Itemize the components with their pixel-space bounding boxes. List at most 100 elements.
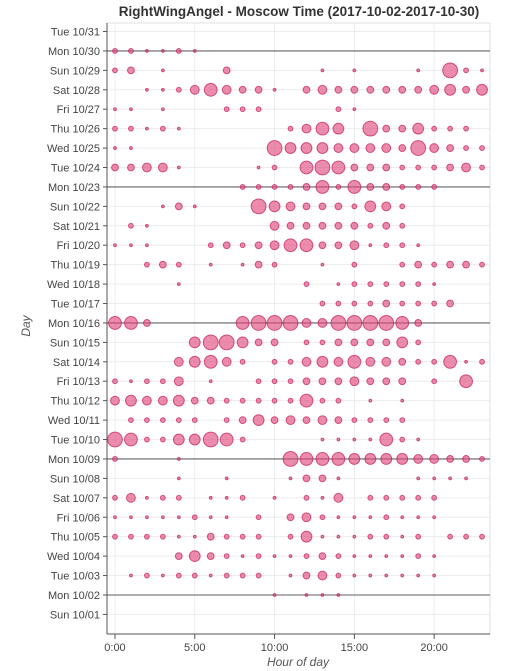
- data-point: [239, 358, 246, 365]
- data-point: [415, 533, 422, 540]
- data-point: [352, 437, 357, 442]
- data-point: [400, 534, 405, 539]
- data-point: [192, 204, 197, 209]
- data-point: [350, 221, 359, 230]
- data-point: [144, 126, 149, 131]
- data-point: [432, 554, 437, 559]
- data-point: [479, 456, 485, 462]
- data-point: [335, 106, 342, 113]
- data-point: [447, 125, 454, 132]
- data-point: [160, 573, 165, 578]
- data-point: [415, 164, 422, 171]
- data-point: [223, 533, 230, 540]
- data-point: [286, 221, 295, 230]
- data-point: [319, 397, 326, 404]
- data-point: [302, 221, 311, 230]
- data-point: [285, 201, 296, 212]
- data-point: [429, 84, 440, 95]
- data-point: [287, 358, 294, 365]
- data-point: [399, 164, 406, 171]
- data-point: [395, 316, 410, 330]
- y-tick-label: Sun 10/15: [50, 337, 100, 349]
- x-tick-label: 0:00: [104, 642, 125, 654]
- data-point: [366, 183, 375, 191]
- data-point: [302, 474, 311, 483]
- data-point: [416, 243, 421, 248]
- data-point: [334, 85, 343, 94]
- data-point: [368, 515, 373, 520]
- data-point: [350, 85, 359, 94]
- data-point: [208, 495, 213, 500]
- data-point: [352, 554, 357, 559]
- y-tick-label: Wed 10/04: [47, 551, 100, 563]
- data-point: [416, 573, 421, 578]
- data-point: [320, 593, 325, 597]
- data-point: [127, 66, 135, 75]
- data-point: [239, 494, 246, 501]
- data-point: [301, 123, 312, 134]
- data-point: [303, 281, 310, 287]
- data-point: [443, 354, 458, 369]
- data-point: [285, 415, 296, 426]
- y-tick-label: Tue 10/17: [51, 299, 100, 311]
- data-point: [188, 433, 201, 446]
- data-point: [129, 573, 133, 578]
- y-tick-label: Mon 10/09: [48, 454, 100, 466]
- data-point: [221, 356, 232, 367]
- data-point: [288, 476, 293, 481]
- data-point: [367, 494, 374, 501]
- data-point: [254, 260, 263, 269]
- data-point: [351, 281, 358, 287]
- data-point: [476, 83, 488, 96]
- data-point: [368, 554, 373, 559]
- data-point: [383, 242, 390, 249]
- data-point: [315, 121, 330, 136]
- data-point: [351, 203, 358, 210]
- data-point: [255, 106, 262, 113]
- data-point: [367, 300, 374, 307]
- data-point: [429, 143, 440, 153]
- data-point: [255, 514, 262, 521]
- data-point: [129, 243, 133, 248]
- data-point: [175, 86, 182, 93]
- data-point: [320, 437, 325, 442]
- data-point: [112, 456, 118, 462]
- data-point: [124, 316, 138, 330]
- y-axis-label: Day: [19, 314, 33, 336]
- data-point: [399, 203, 406, 210]
- data-point: [462, 260, 470, 269]
- data-point: [317, 570, 328, 581]
- data-point: [287, 378, 294, 385]
- data-point: [302, 377, 311, 386]
- data-point: [159, 417, 166, 424]
- data-point: [463, 533, 469, 540]
- data-point: [432, 476, 437, 481]
- y-tick-label: Fri 10/13: [57, 376, 100, 388]
- data-point: [300, 142, 313, 154]
- data-point: [382, 377, 391, 386]
- data-point: [299, 238, 314, 253]
- data-point: [318, 221, 327, 230]
- y-tick-label: Sun 10/08: [50, 473, 100, 485]
- data-point: [223, 106, 230, 113]
- data-point: [415, 553, 422, 560]
- data-point: [255, 378, 262, 385]
- data-point: [191, 514, 198, 521]
- data-point: [382, 338, 391, 347]
- data-point: [112, 533, 118, 540]
- data-point: [239, 242, 246, 249]
- data-point: [431, 378, 438, 385]
- data-point: [414, 260, 423, 269]
- data-point: [175, 572, 182, 579]
- data-point: [318, 241, 327, 250]
- data-point: [399, 222, 406, 229]
- data-point: [144, 223, 149, 228]
- data-point: [191, 417, 198, 424]
- data-point: [382, 124, 391, 133]
- data-point: [128, 417, 134, 424]
- data-point: [160, 49, 165, 53]
- data-point: [223, 572, 230, 579]
- data-point: [222, 66, 231, 75]
- data-point: [176, 476, 181, 481]
- data-point: [352, 534, 357, 539]
